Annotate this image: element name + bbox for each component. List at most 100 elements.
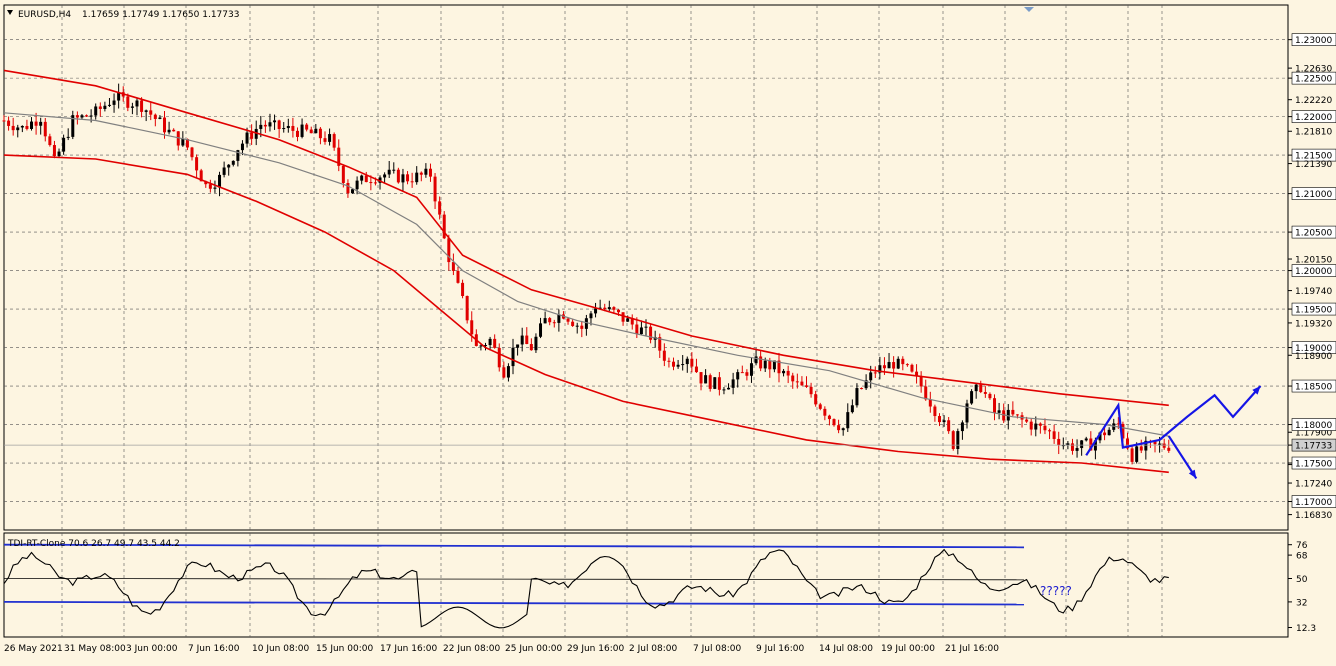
candle-body bbox=[887, 362, 891, 369]
candle-body bbox=[548, 318, 552, 323]
price-label-box bbox=[1291, 110, 1336, 123]
shift-marker-icon[interactable] bbox=[1024, 7, 1034, 12]
candle-body bbox=[428, 168, 432, 177]
candle-body bbox=[273, 120, 277, 123]
candle-body bbox=[282, 128, 286, 130]
candle-body bbox=[94, 106, 98, 116]
candle-body bbox=[1052, 431, 1056, 439]
indicator-frame bbox=[3, 532, 1289, 638]
candle-body bbox=[956, 431, 960, 449]
candle-body bbox=[163, 117, 166, 133]
candle-body bbox=[571, 321, 575, 326]
candle-body bbox=[1103, 432, 1107, 436]
candle-body bbox=[818, 404, 822, 409]
candle-body bbox=[383, 174, 387, 178]
price-label: 1.17000 bbox=[1295, 498, 1332, 508]
candle-body bbox=[1153, 441, 1157, 445]
candle-body bbox=[516, 344, 520, 348]
candle-body bbox=[1116, 423, 1120, 425]
indicator-plot[interactable] bbox=[3, 543, 1169, 629]
candle-body bbox=[951, 431, 955, 449]
candle-body bbox=[300, 124, 304, 137]
tdi-upper-band bbox=[3, 543, 1025, 549]
projection-down bbox=[1167, 435, 1198, 480]
price-label-box bbox=[1291, 341, 1336, 354]
projection-path bbox=[1085, 385, 1262, 456]
candle-body bbox=[245, 132, 249, 144]
candle-body bbox=[112, 100, 116, 105]
candle-body bbox=[25, 125, 29, 129]
candle-body bbox=[419, 172, 423, 175]
price-label: 1.20150 bbox=[1295, 256, 1332, 266]
candle-body bbox=[795, 381, 799, 383]
candle-body bbox=[309, 129, 313, 134]
candle-body bbox=[800, 381, 804, 386]
candle-body bbox=[144, 110, 148, 112]
candle-body bbox=[263, 124, 267, 127]
candle-body bbox=[355, 180, 359, 190]
candle-body bbox=[291, 125, 295, 131]
candle-body bbox=[286, 125, 290, 129]
price-label-box bbox=[1291, 438, 1336, 452]
candle-body bbox=[1167, 447, 1171, 451]
candle-body bbox=[740, 372, 744, 374]
candle-body bbox=[942, 420, 946, 423]
candle-body bbox=[988, 393, 992, 399]
candle-body bbox=[396, 169, 400, 183]
candle-body bbox=[213, 187, 217, 189]
candle-body bbox=[745, 372, 749, 376]
candle-body bbox=[575, 325, 579, 327]
candle-body bbox=[566, 318, 570, 322]
candle-body bbox=[672, 361, 676, 367]
indicator-label: TDI-RT-Clone 70.6 26.7 49.7 43.5 44.2 bbox=[7, 539, 180, 549]
price-label: 1.19000 bbox=[1295, 344, 1332, 354]
price-label: 1.17733 bbox=[1295, 442, 1332, 452]
candle-body bbox=[185, 138, 189, 148]
candle-body bbox=[318, 128, 322, 139]
menu-triangle-icon[interactable] bbox=[7, 10, 13, 15]
time-axis[interactable]: 26 May 2021 31 May 08:00 3 Jun 00:00 7 Jun … bbox=[4, 644, 999, 654]
time-label: 3 Jun 00:00 bbox=[126, 644, 178, 654]
candle-body bbox=[827, 415, 831, 420]
grid-lines bbox=[3, 4, 1289, 638]
candle-body bbox=[7, 120, 11, 126]
candle-body bbox=[43, 121, 47, 137]
candle-body bbox=[612, 307, 616, 310]
candle-body bbox=[1139, 446, 1143, 451]
price-label: 1.21000 bbox=[1295, 190, 1332, 200]
candle-body bbox=[208, 184, 212, 189]
candle-body bbox=[378, 177, 382, 183]
candle-body bbox=[1121, 423, 1125, 439]
price-label: 1.19500 bbox=[1295, 306, 1332, 316]
price-label-box bbox=[1291, 456, 1336, 470]
price-label: 1.18900 bbox=[1295, 352, 1332, 362]
candle-body bbox=[667, 360, 671, 362]
time-label: 7 Jun 16:00 bbox=[188, 644, 240, 654]
candle-body bbox=[1011, 409, 1015, 415]
candle-body bbox=[997, 410, 1001, 413]
candle-body bbox=[910, 364, 914, 372]
candle-body bbox=[295, 130, 299, 137]
candle-body bbox=[346, 182, 350, 194]
candle-body bbox=[369, 182, 373, 184]
candle-body bbox=[754, 356, 758, 364]
candle-body bbox=[447, 238, 451, 263]
candle-body bbox=[465, 295, 469, 321]
candle-body bbox=[360, 175, 364, 181]
candle-body bbox=[16, 127, 20, 131]
candle-body bbox=[167, 129, 171, 133]
candle-body bbox=[786, 370, 790, 376]
price-plot[interactable] bbox=[2, 69, 1289, 480]
candle-body bbox=[204, 181, 208, 185]
candle-body bbox=[970, 391, 974, 404]
price-label: 1.18500 bbox=[1295, 383, 1332, 393]
price-label-box bbox=[1291, 379, 1336, 393]
candle-body bbox=[1126, 438, 1129, 449]
candle-body bbox=[1025, 419, 1029, 422]
time-label: 22 Jun 08:00 bbox=[443, 644, 500, 654]
candle-body bbox=[589, 313, 593, 319]
candle-body bbox=[75, 115, 79, 118]
candle-body bbox=[896, 358, 900, 369]
